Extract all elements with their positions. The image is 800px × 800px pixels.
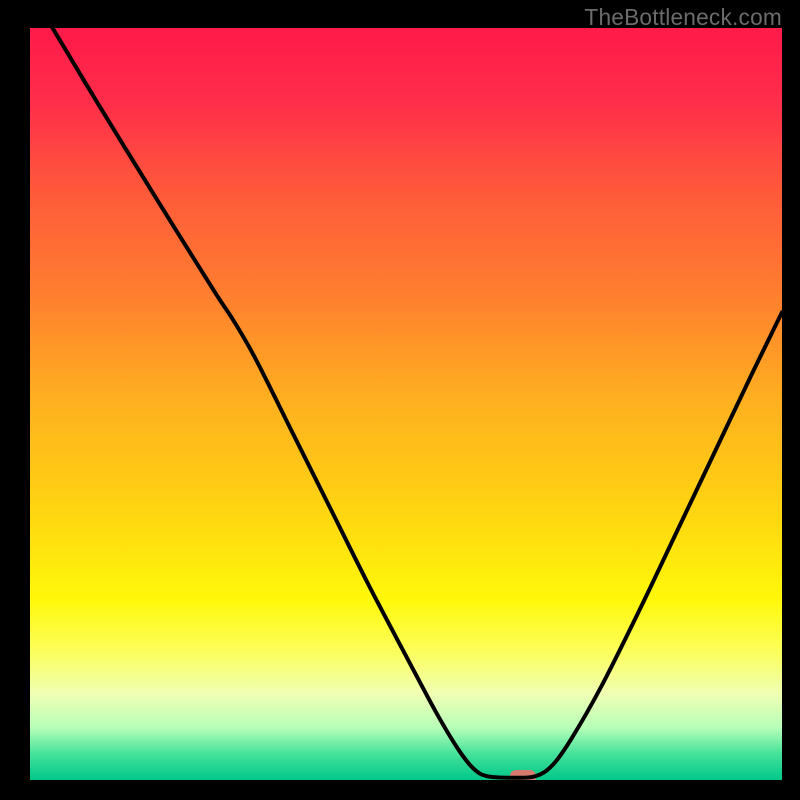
plot-area (30, 28, 782, 780)
bottleneck-curve (30, 28, 782, 780)
curve-path (53, 28, 782, 778)
watermark-text: TheBottleneck.com (584, 4, 782, 31)
chart-frame: TheBottleneck.com (0, 0, 800, 800)
